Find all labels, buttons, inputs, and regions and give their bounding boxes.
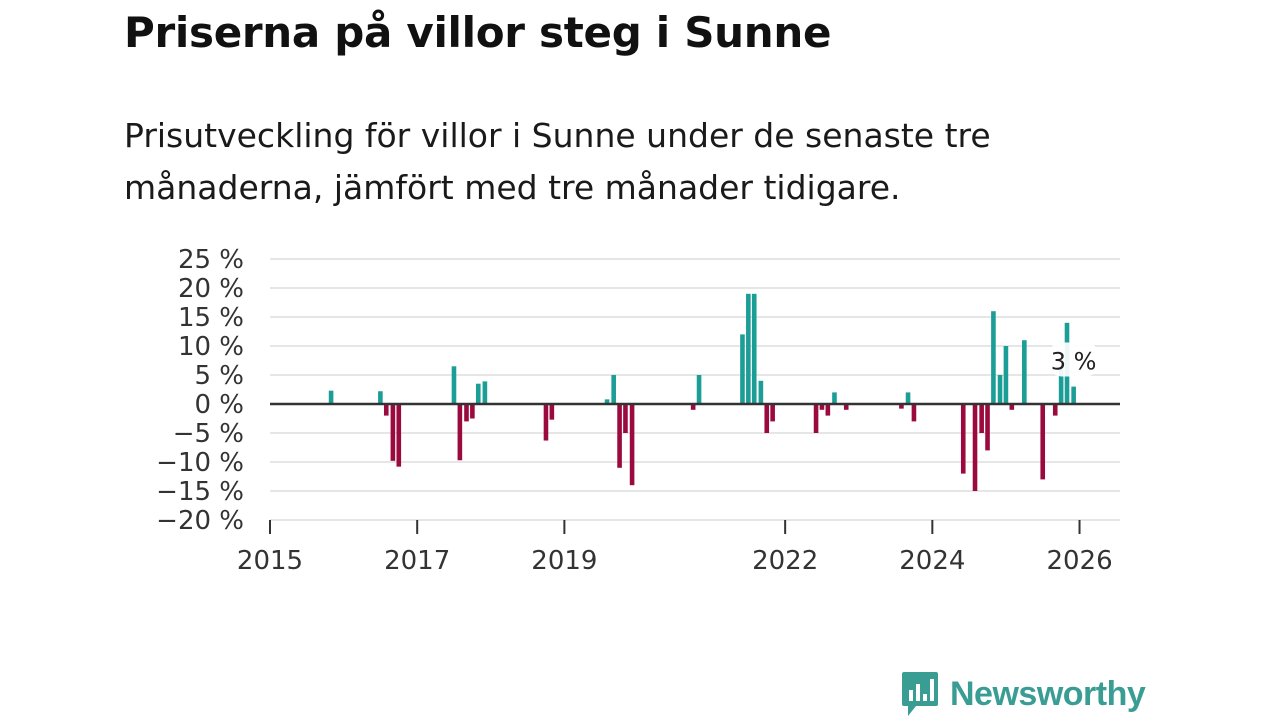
y-tick-label: 5 % (194, 361, 244, 391)
bar-negative (543, 404, 549, 441)
bar-positive (997, 375, 1003, 404)
bar-positive (604, 399, 610, 404)
x-axis: 2015 2017 2019 2022 2024 2026 (237, 520, 1113, 576)
bar-negative (764, 404, 770, 433)
bar-positive (696, 375, 702, 404)
annotation-background (1047, 342, 1100, 377)
x-tick-label: 2022 (752, 546, 818, 576)
bar-negative (770, 404, 775, 422)
bar-negative (629, 404, 635, 486)
chart-subtitle: Prisutveckling för villor i Sunne under … (124, 116, 991, 207)
y-tick-label: −10 % (156, 448, 244, 478)
bar-negative (1009, 404, 1015, 410)
bar-negative (825, 404, 831, 416)
bar-positive (378, 391, 383, 404)
chart-title: Priserna på villor steg i Sunne (124, 8, 832, 57)
bar-positive (991, 311, 996, 404)
bar-negative (549, 404, 555, 420)
bar-negative (960, 404, 966, 474)
bar-positive (1058, 369, 1064, 404)
x-tick-label: 2019 (531, 546, 597, 576)
newsworthy-logo: Newsworthy (900, 670, 1146, 718)
bar-negative (843, 404, 849, 410)
bar-negative (617, 404, 622, 468)
bar-positive (758, 380, 764, 404)
bar-chart-speech-bubble-icon (902, 672, 938, 716)
gridlines (270, 258, 1120, 521)
bar-negative (899, 404, 904, 409)
bar-negative (390, 404, 396, 461)
bar-negative (972, 404, 978, 491)
annotation-label: 3 % (1051, 348, 1097, 376)
bar-negative (1052, 404, 1058, 416)
y-tick-label: −5 % (173, 419, 244, 449)
x-tick-label: 2017 (384, 546, 450, 576)
logo-wordmark: Newsworthy (950, 674, 1146, 713)
y-axis: 25 %20 %15 %10 %5 %0 %−5 %−10 %−15 %−20 … (156, 245, 244, 536)
x-tick-label: 2026 (1046, 546, 1112, 576)
bar-negative (396, 404, 402, 467)
bar-negative (464, 404, 469, 422)
bar-positive (751, 293, 757, 404)
annotation: 3 % (1047, 342, 1100, 377)
y-tick-label: 10 % (178, 332, 244, 362)
y-tick-label: −20 % (156, 506, 244, 536)
bar-negative (457, 404, 463, 461)
bar-positive (1022, 340, 1027, 404)
bar-positive (328, 390, 334, 404)
bar-negative (911, 404, 917, 422)
bar-negative (979, 404, 984, 433)
bar-positive (611, 375, 616, 404)
x-tick-label: 2024 (899, 546, 965, 576)
bar-positive (475, 383, 481, 404)
bar-negative (470, 404, 475, 419)
bar-positive (451, 366, 457, 404)
y-tick-label: 25 % (178, 245, 244, 275)
bar-negative (985, 404, 990, 451)
bar-negative (813, 404, 819, 433)
y-tick-label: −15 % (156, 477, 244, 507)
y-tick-label: 20 % (178, 274, 244, 304)
bar-positive (832, 392, 837, 404)
bar-negative (690, 404, 696, 410)
bar-negative (383, 404, 389, 416)
bar-negative (623, 404, 628, 433)
bar-positive (740, 334, 745, 404)
bar-negative (1040, 404, 1046, 480)
y-tick-label: 0 % (194, 390, 244, 420)
bar-positive (905, 392, 911, 404)
x-tick-label: 2015 (237, 546, 303, 576)
bar-chart: 25 %20 %15 %10 %5 %0 %−5 %−10 %−15 %−20 … (156, 245, 1120, 576)
bar-negative (819, 404, 825, 410)
bar-positive (482, 381, 488, 404)
y-tick-label: 15 % (178, 303, 244, 333)
bar-positive (1071, 386, 1076, 404)
bar-positive (1003, 346, 1009, 404)
bar-positive (746, 293, 751, 404)
